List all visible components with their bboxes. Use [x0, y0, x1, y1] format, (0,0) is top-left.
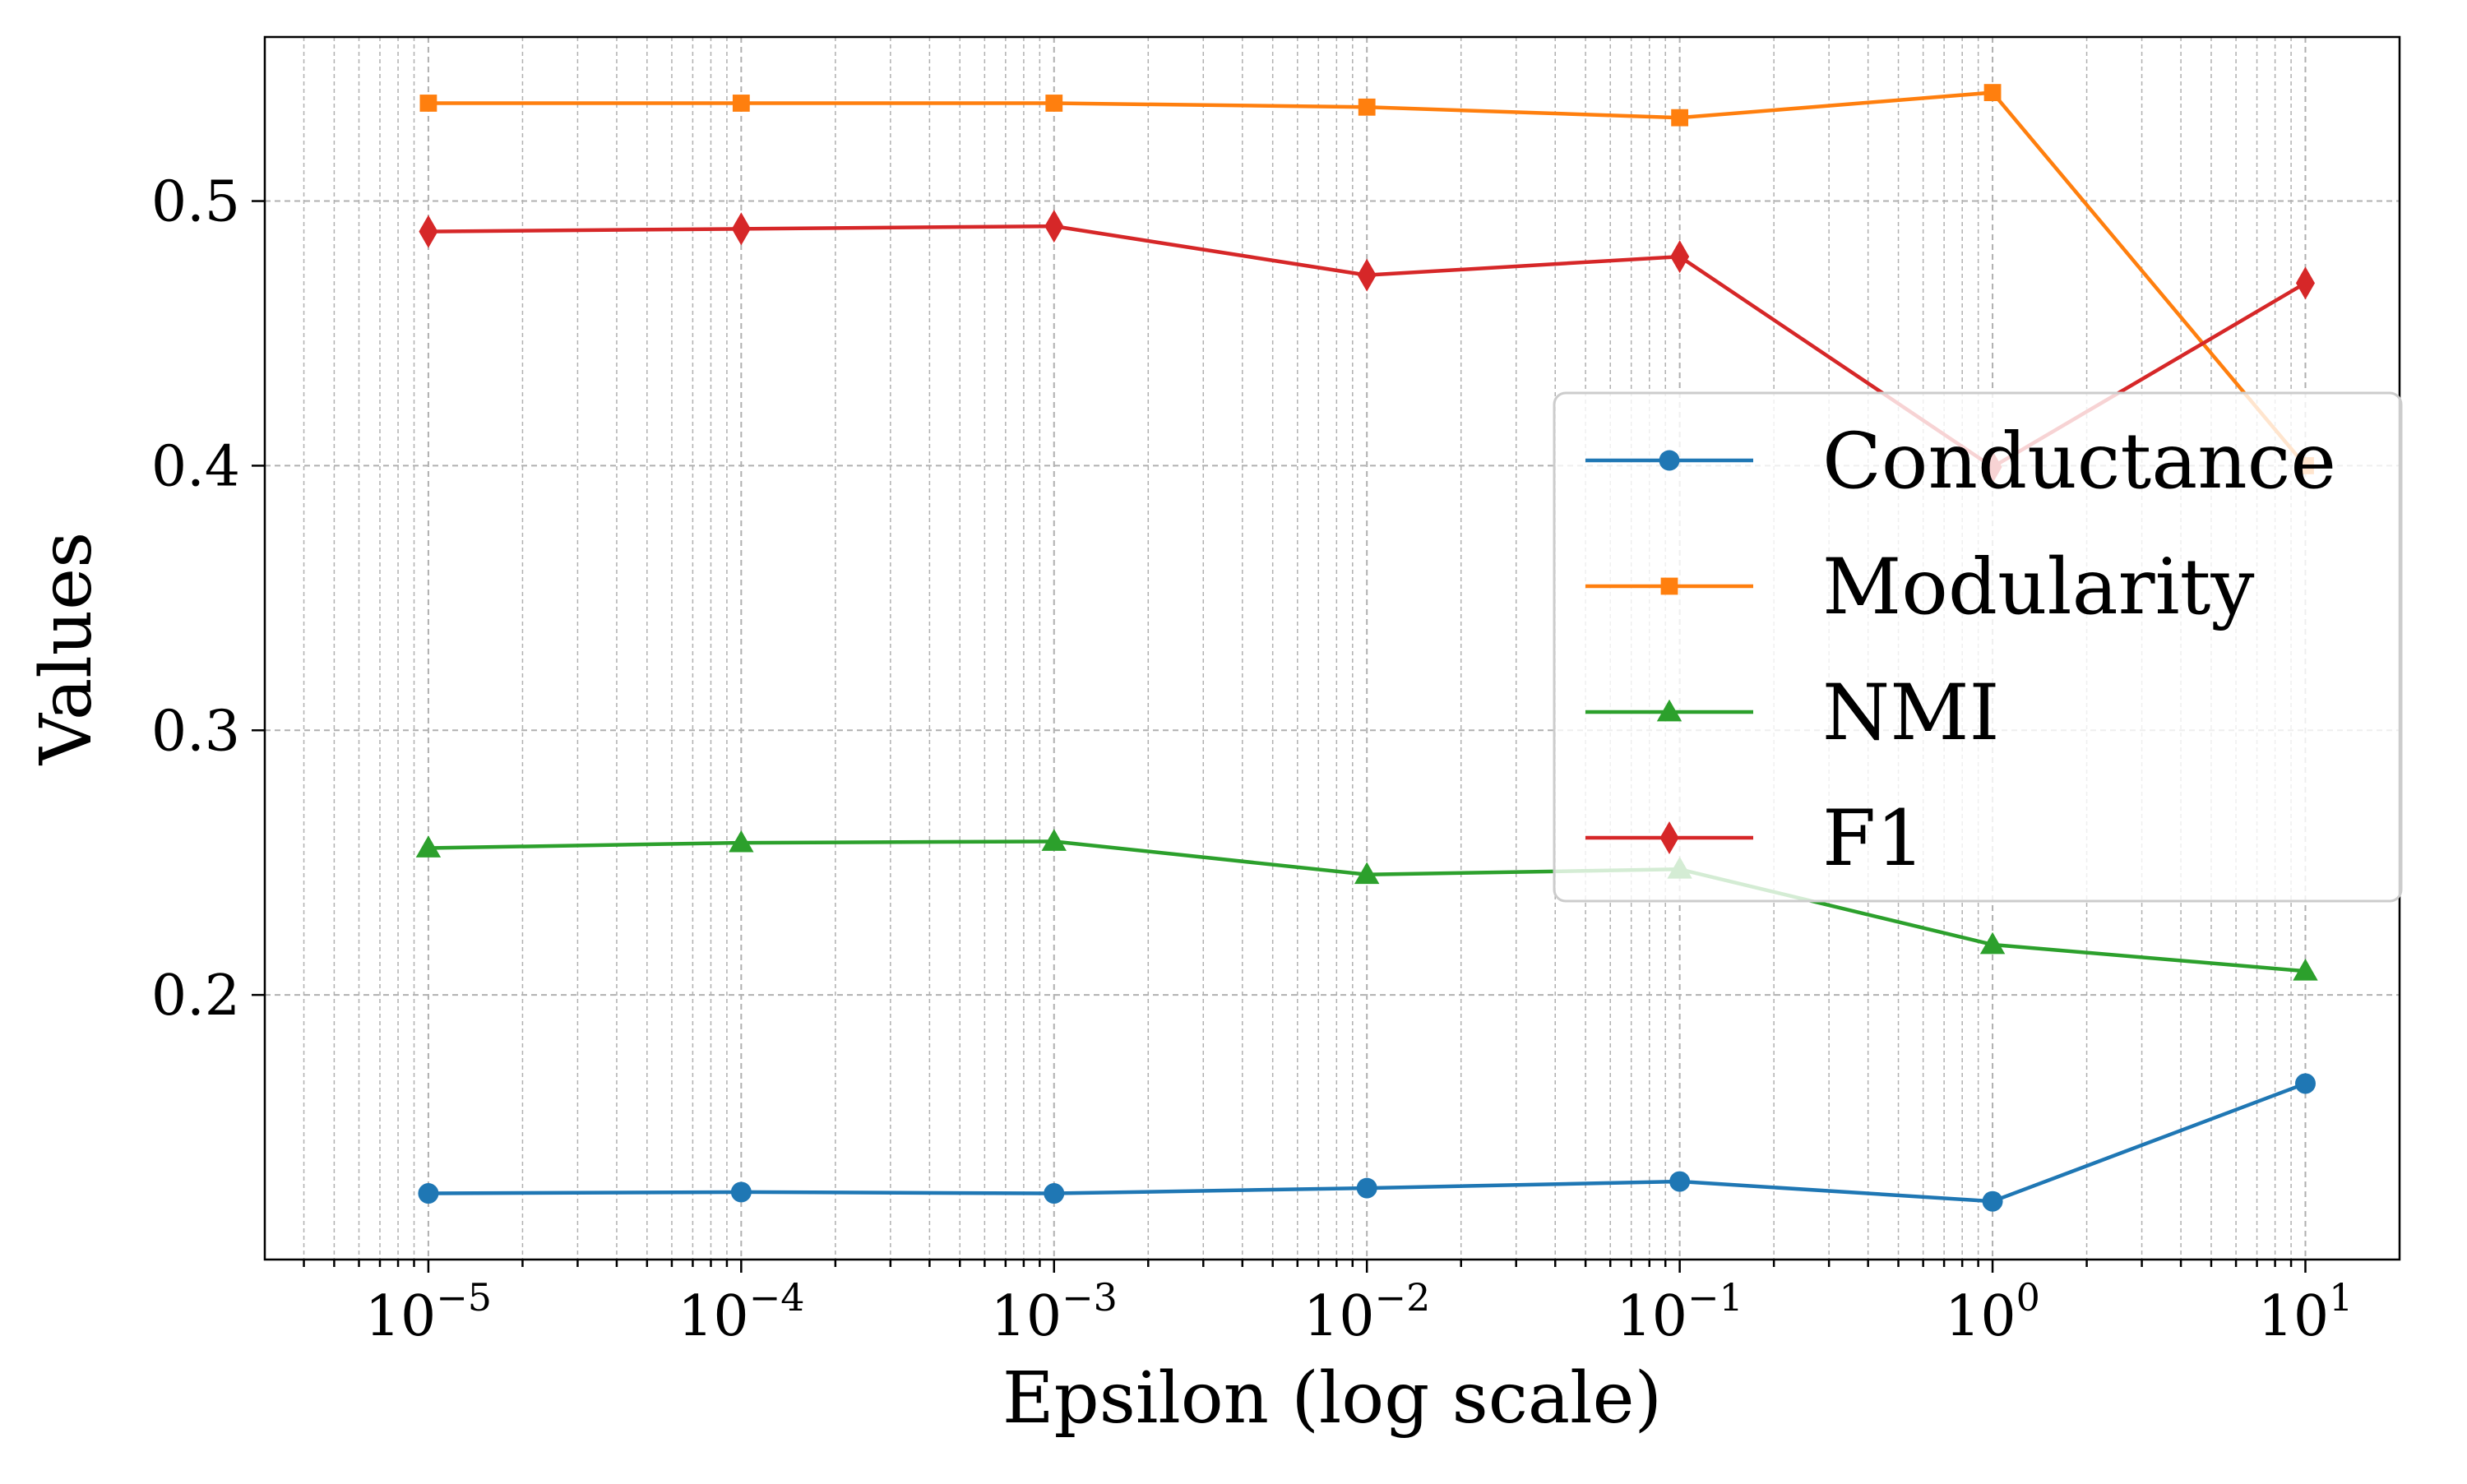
modularity-point	[1671, 109, 1689, 127]
modularity-point	[1358, 98, 1376, 116]
modularity-point	[1045, 95, 1063, 112]
x-axis-title: Epsilon (log scale)	[1002, 1357, 1662, 1440]
legend-box	[1553, 391, 2403, 903]
f1-point	[2295, 266, 2315, 300]
conductance-point	[2295, 1073, 2316, 1094]
x-tick-label: 10−2	[1303, 1275, 1430, 1349]
x-tick-label: 10−3	[991, 1275, 1118, 1349]
series-conductance	[418, 1073, 2316, 1212]
legend-label: Conductance	[1822, 417, 2336, 506]
legend-label: NMI	[1822, 668, 2000, 758]
legend-swatch-marker	[1659, 821, 1679, 854]
y-tick-label: 0.3	[151, 699, 240, 764]
nmi-point	[1041, 829, 1067, 851]
nmi-point	[415, 835, 442, 858]
f1-point	[419, 215, 438, 248]
legend-item-f1: F1	[1585, 794, 1925, 884]
nmi-point	[1979, 932, 2006, 955]
y-tick-label: 0.2	[151, 964, 240, 1029]
legend: Conductance Modularity NMI F1	[1553, 391, 2403, 903]
nmi-point	[2293, 958, 2318, 981]
conductance-point	[1982, 1190, 2003, 1212]
plot-series	[415, 84, 2318, 1212]
x-tick-label: 10−5	[365, 1275, 492, 1349]
x-tick-label: 100	[1945, 1275, 2040, 1349]
legend-swatch-marker	[1659, 450, 1680, 471]
x-tick-label: 10−1	[1616, 1275, 1743, 1349]
legend-item-conductance: Conductance	[1585, 417, 2336, 506]
legend-swatch-marker	[1656, 699, 1682, 722]
y-axis-title: Values	[25, 532, 108, 765]
y-tick-label: 0.5	[151, 170, 240, 235]
axis-ticks: 10−5 10−4 10−3 10−2 10−1 100 101 0.2 0.3 0.4 0.5	[151, 170, 2354, 1349]
modularity-point	[1983, 84, 2002, 101]
nmi-point	[729, 830, 754, 853]
conductance-point	[1669, 1171, 1691, 1192]
y-tick-label: 0.4	[151, 434, 240, 499]
legend-item-nmi: NMI	[1585, 668, 2000, 758]
nmi-point	[1354, 862, 1380, 885]
conductance-point	[730, 1181, 752, 1203]
conductance-point	[418, 1183, 439, 1204]
modularity-point	[419, 95, 437, 112]
f1-point	[1357, 258, 1377, 292]
x-tick-label: 10−4	[678, 1275, 804, 1349]
f1-point	[1670, 240, 1690, 274]
conductance-point	[1356, 1177, 1377, 1199]
legend-swatch-marker	[1660, 577, 1678, 595]
legend-label: F1	[1822, 794, 1925, 884]
f1-point	[731, 212, 751, 246]
x-tick-label: 101	[2258, 1275, 2354, 1349]
modularity-point	[732, 95, 750, 112]
f1-point	[1044, 210, 1064, 243]
grid	[265, 37, 2400, 1260]
conductance-point	[1044, 1183, 1065, 1204]
legend-item-modularity: Modularity	[1585, 543, 2255, 632]
legend-label: Modularity	[1822, 543, 2255, 632]
